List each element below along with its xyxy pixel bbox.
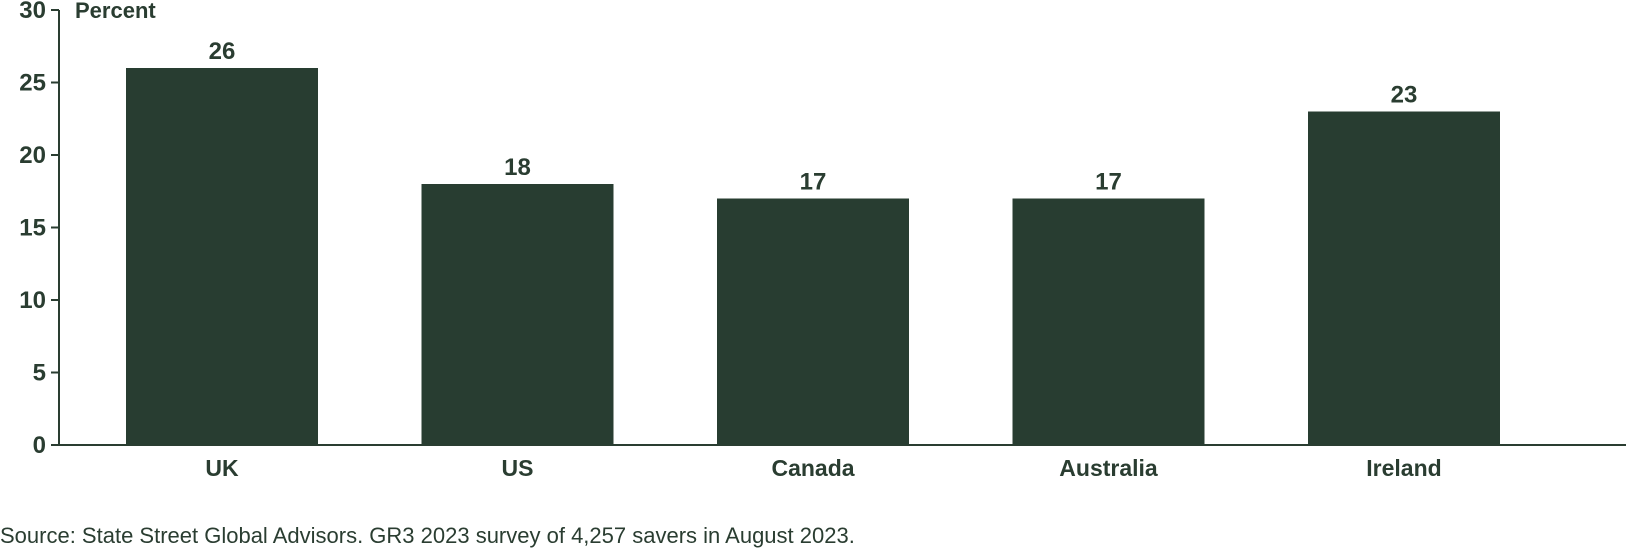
bar-australia [1012,198,1205,445]
bar-canada [717,198,909,445]
y-tick-label: 15 [19,215,46,242]
source-note: Source: State Street Global Advisors. GR… [0,523,855,548]
y-tick-label: 20 [19,142,46,169]
bar-uk [126,68,318,445]
x-tick-label-us: US [502,455,534,481]
bar-us [421,184,614,445]
y-tick-label: 10 [19,287,46,314]
bar-ireland [1308,111,1500,445]
x-tick-label-ireland: Ireland [1366,455,1441,481]
data-label-uk: 26 [209,38,236,65]
bars: 26 UK 18 US 17 Canada 17 Australia 23 Ireland [126,38,1500,481]
data-label-us: 18 [504,154,531,181]
y-tick-label: 30 [19,0,46,24]
y-tick-label: 5 [33,360,46,387]
data-label-australia: 17 [1095,169,1122,196]
x-tick-label-uk: UK [205,455,239,481]
x-tick-label-australia: Australia [1059,455,1158,481]
y-axis-label: Percent [75,0,156,23]
y-tick-label: 0 [33,432,46,459]
y-axis: 0 5 10 15 20 25 30 [19,0,60,459]
x-tick-label-canada: Canada [771,455,854,481]
bar-chart: 0 5 10 15 20 25 30 Percent 26 UK 18 US 17 Canada 17 A… [19,0,1626,481]
data-label-ireland: 23 [1391,82,1418,109]
data-label-canada: 17 [800,169,827,196]
y-tick-label: 25 [19,70,46,97]
